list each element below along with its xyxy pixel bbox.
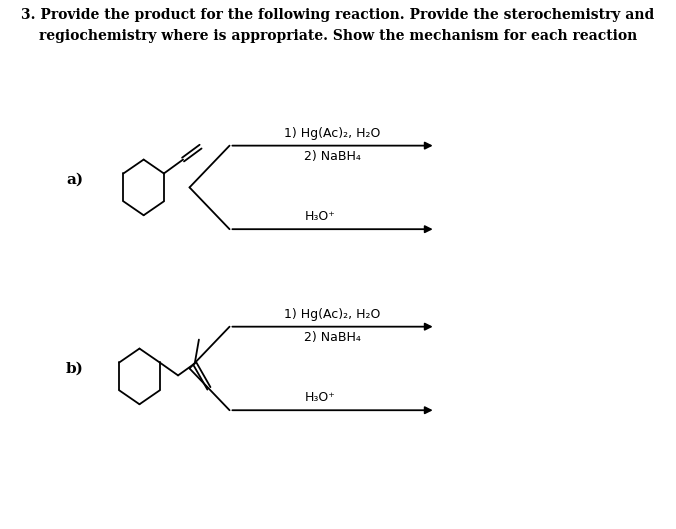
Text: 2) NaBH₄: 2) NaBH₄ [304,331,361,344]
Text: regiochemistry where is appropriate. Show the mechanism for each reaction: regiochemistry where is appropriate. Sho… [39,29,637,43]
Text: H₃O⁺: H₃O⁺ [305,210,335,223]
Text: a): a) [66,172,83,186]
Text: 3. Provide the product for the following reaction. Provide the sterochemistry an: 3. Provide the product for the following… [22,8,654,22]
Text: b): b) [66,361,84,376]
Text: H₃O⁺: H₃O⁺ [305,391,335,404]
Text: 1) Hg(Ac)₂, H₂O: 1) Hg(Ac)₂, H₂O [285,308,381,321]
Text: 1) Hg(Ac)₂, H₂O: 1) Hg(Ac)₂, H₂O [285,126,381,140]
Text: 2) NaBH₄: 2) NaBH₄ [304,150,361,162]
